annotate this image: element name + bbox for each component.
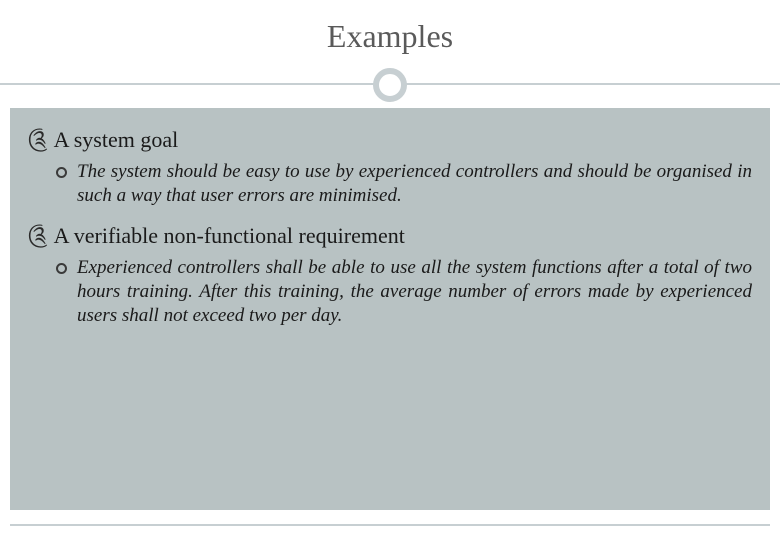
list-subitem-text: Experienced controllers shall be able to… [77,256,752,329]
title-divider [0,63,780,107]
title-area: Examples [0,0,780,63]
list-item-text: A system goal [54,126,179,154]
list-item-text: A verifiable non-functional requirement [54,222,405,250]
swirl-bullet-icon: ༊ [28,222,48,248]
circle-bullet-icon [56,263,67,274]
circle-bullet-icon [56,167,67,178]
slide: Examples ༊ A system goal The system shou… [0,0,780,540]
content-box: ༊ A system goal The system should be eas… [10,108,770,510]
slide-title: Examples [0,18,780,55]
list-subitem: The system should be easy to use by expe… [56,160,752,209]
list-subitem: Experienced controllers shall be able to… [56,256,752,329]
swirl-bullet-icon: ༊ [28,126,48,152]
divider-circle-icon [373,68,407,102]
list-subitem-text: The system should be easy to use by expe… [77,160,752,209]
list-item: ༊ A system goal [28,126,752,154]
list-item: ༊ A verifiable non-functional requiremen… [28,222,752,250]
footer-divider [10,524,770,526]
